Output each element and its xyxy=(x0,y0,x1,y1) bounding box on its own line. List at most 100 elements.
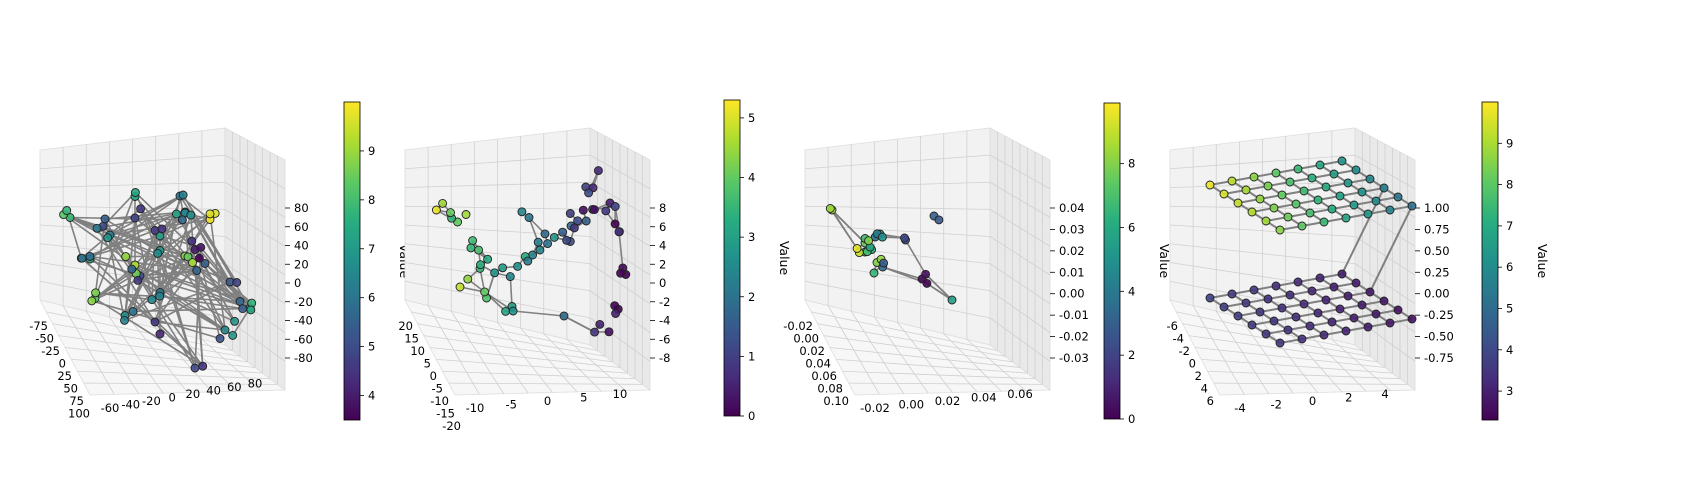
data-point xyxy=(206,210,214,218)
data-point xyxy=(1220,190,1228,198)
data-point xyxy=(1352,166,1360,174)
z-tick-label: 6 xyxy=(659,220,666,234)
data-point xyxy=(216,335,224,343)
z-tick-label: 60 xyxy=(294,220,309,234)
y-tick-label: 0 xyxy=(1309,394,1316,408)
data-point xyxy=(1320,218,1328,226)
colorbar-tick-label: 4 xyxy=(1128,284,1135,298)
data-point xyxy=(566,210,574,218)
data-point xyxy=(128,265,136,273)
y-tick-label: -5 xyxy=(506,398,517,412)
data-point xyxy=(1234,199,1242,207)
data-point xyxy=(541,230,549,238)
data-point xyxy=(86,253,94,261)
data-point xyxy=(948,296,956,304)
data-point xyxy=(506,273,514,281)
data-point xyxy=(1336,305,1344,313)
data-point xyxy=(1294,165,1302,173)
data-point xyxy=(1344,292,1352,300)
data-point xyxy=(1338,157,1346,165)
data-point xyxy=(129,308,137,316)
data-point xyxy=(88,297,96,305)
data-point xyxy=(151,318,159,326)
data-point xyxy=(499,264,507,272)
y-tick-label: 40 xyxy=(206,384,221,398)
data-point xyxy=(439,199,447,207)
data-point xyxy=(481,288,489,296)
data-point xyxy=(878,233,886,241)
data-point xyxy=(1306,209,1314,217)
data-point xyxy=(853,245,861,253)
z-tick-label: 0.03 xyxy=(1059,222,1085,236)
data-point xyxy=(464,275,472,283)
panel-4: -0.75-0.50-0.250.000.250.500.751.00-6-4-… xyxy=(1167,102,1550,420)
y-tick-label: 80 xyxy=(248,377,263,391)
x-tick-label: -20 xyxy=(442,419,461,433)
colorbar-tick-label: 4 xyxy=(368,389,375,403)
data-point xyxy=(1314,196,1322,204)
y-tick-label: -2 xyxy=(1271,398,1282,412)
data-point xyxy=(579,206,587,214)
colorbar-label: Value xyxy=(1535,244,1550,279)
data-point xyxy=(1308,287,1316,295)
x-tick-label: -25 xyxy=(41,344,60,358)
x-tick-label: 0.10 xyxy=(823,394,849,408)
data-point xyxy=(197,243,205,251)
data-point xyxy=(1380,184,1388,192)
data-point xyxy=(1306,322,1314,330)
data-point xyxy=(1366,175,1374,183)
colorbar-gradient xyxy=(1104,103,1120,419)
z-tick-label: 40 xyxy=(294,239,309,253)
data-point xyxy=(1328,205,1336,213)
data-point xyxy=(1372,197,1380,205)
data-point xyxy=(193,267,201,275)
data-point xyxy=(612,310,620,318)
data-point xyxy=(1314,309,1322,317)
z-tick-label: 1.00 xyxy=(1424,201,1450,215)
z-tick-label: -20 xyxy=(294,295,313,309)
data-point xyxy=(611,302,619,310)
panel-1: -80-60-40-20020406080-75-50-250255075100… xyxy=(29,102,412,421)
data-point xyxy=(1228,290,1236,298)
y-tick-label: 20 xyxy=(186,387,201,401)
data-point xyxy=(104,234,112,242)
data-point xyxy=(865,237,873,245)
data-point xyxy=(559,228,567,236)
z-tick-label: -8 xyxy=(659,351,670,365)
data-point xyxy=(1320,331,1328,339)
colorbar-tick-label: 0 xyxy=(748,409,755,423)
data-point xyxy=(1270,204,1278,212)
data-point xyxy=(63,207,71,215)
data-point xyxy=(122,253,130,261)
data-point xyxy=(611,220,619,228)
y-tick-label: 0 xyxy=(168,391,175,405)
z-tick-label: -80 xyxy=(294,351,313,365)
data-point xyxy=(518,208,526,216)
data-point xyxy=(1262,217,1270,225)
data-point xyxy=(594,167,602,175)
data-point xyxy=(231,317,239,325)
z-tick-label: -0.75 xyxy=(1424,351,1454,365)
y-tick-label: -20 xyxy=(142,394,161,408)
data-point xyxy=(191,364,199,372)
data-point xyxy=(1316,274,1324,282)
y-tick-label: 0.04 xyxy=(971,391,997,405)
data-point xyxy=(78,254,86,262)
z-tick-label: 0.04 xyxy=(1059,201,1085,215)
y-tick-label: 0 xyxy=(544,394,551,408)
y-tick-label: 0.02 xyxy=(935,394,961,408)
data-point xyxy=(239,305,247,313)
data-point xyxy=(188,237,196,245)
data-point xyxy=(154,249,162,257)
data-point xyxy=(247,306,255,314)
data-point xyxy=(1338,270,1346,278)
data-point xyxy=(563,236,571,244)
data-point xyxy=(1248,321,1256,329)
data-point xyxy=(1276,226,1284,234)
data-point xyxy=(514,262,522,270)
colorbar-tick-label: 1 xyxy=(748,349,755,363)
data-point xyxy=(156,330,164,338)
data-point xyxy=(1220,303,1228,311)
